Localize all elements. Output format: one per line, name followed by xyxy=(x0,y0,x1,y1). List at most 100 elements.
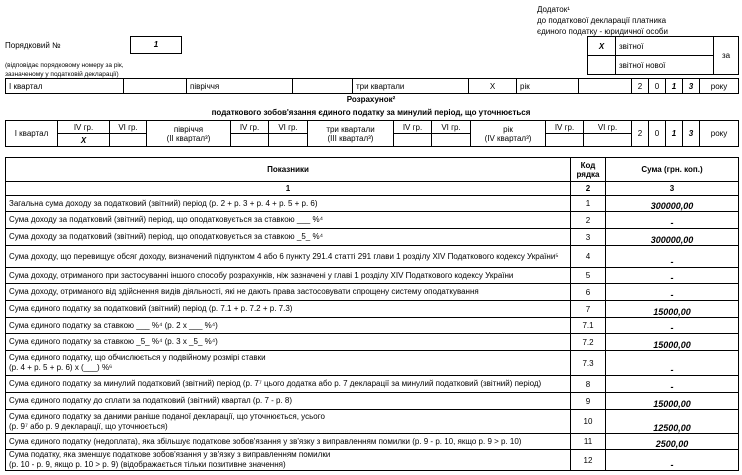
row-code: 6 xyxy=(570,283,606,301)
half-label: півріччя xyxy=(186,78,293,94)
header-code: Код рядка xyxy=(570,157,606,182)
cthree-g6-checkbox[interactable] xyxy=(431,133,471,147)
cyear-digit[interactable]: 1 xyxy=(665,120,683,147)
table-row: Сума доходу, що перевищує обсяг доходу, … xyxy=(5,245,739,268)
indicator-text: Сума єдиного податку, що обчислюється у … xyxy=(5,350,571,376)
indicator-text: Сума єдиного податку за ставкою _5_ %⁴ (… xyxy=(5,333,571,351)
indicator-text: Сума єдиного податку до сплати за податк… xyxy=(5,392,571,410)
row-sum[interactable]: - xyxy=(605,283,739,301)
cq1-g6-checkbox[interactable] xyxy=(109,133,147,147)
indicator-text: Сума доходу за податковий (звітний) пері… xyxy=(5,211,571,229)
indicator-text: Сума єдиного податку за минулий податков… xyxy=(5,375,571,393)
cyear-word: року xyxy=(699,120,739,147)
chalf-g4-checkbox[interactable] xyxy=(230,133,269,147)
cthree-g4-label: IV гр. xyxy=(393,120,432,134)
row-code: 8 xyxy=(570,375,606,393)
cq1-g4-checkbox[interactable]: X xyxy=(57,133,110,147)
header-sum: Сума (грн. коп.) xyxy=(605,157,739,182)
chalf-g6-checkbox[interactable] xyxy=(268,133,308,147)
cyear-line1: рік xyxy=(503,124,513,134)
row-sum[interactable]: - xyxy=(605,267,739,284)
table-row: Сума доходу за податковий (звітний) пері… xyxy=(5,228,739,246)
col-num: 1 xyxy=(5,181,571,196)
row-sum[interactable]: 12500,00 xyxy=(605,409,739,434)
table-row: Сума єдиного податку за ставкою _5_ %⁴ (… xyxy=(5,333,739,351)
indicator-text: Загальна сума доходу за податковий (звіт… xyxy=(5,195,571,212)
header-indicators: Показники xyxy=(5,157,571,182)
row-sum[interactable]: 15000,00 xyxy=(605,333,739,351)
q1-label: I квартал xyxy=(5,78,124,94)
cyear-digit[interactable]: 0 xyxy=(648,120,666,147)
row-sum[interactable]: - xyxy=(605,317,739,334)
cthree-line2: (III квартал³) xyxy=(327,133,374,143)
appendix-title: Додаток¹ xyxy=(537,5,570,14)
year-label: рік xyxy=(516,78,579,94)
row-sum[interactable]: 2500,00 xyxy=(605,433,739,450)
row-sum[interactable]: - xyxy=(605,245,739,268)
appendix-line3: єдиного податку - юридичної особи xyxy=(537,27,668,36)
reporting-new-checkbox[interactable] xyxy=(587,55,616,75)
year-digit[interactable]: 1 xyxy=(665,78,683,94)
row-code: 7.1 xyxy=(570,317,606,334)
cyear-g6-checkbox[interactable] xyxy=(583,133,632,147)
table-row: Сума доходу, отриманого при застосуванні… xyxy=(5,267,739,284)
cyear-g4-checkbox[interactable] xyxy=(545,133,584,147)
three-q-checkbox[interactable]: X xyxy=(468,78,517,94)
row-sum[interactable]: 15000,00 xyxy=(605,392,739,410)
indicator-text: Сума єдиного податку за ставкою ___ %⁴ (… xyxy=(5,317,571,334)
cyear-digit[interactable]: 3 xyxy=(682,120,700,147)
year-digit[interactable]: 0 xyxy=(648,78,666,94)
cyear-digit[interactable]: 2 xyxy=(631,120,649,147)
q1-checkbox[interactable] xyxy=(123,78,187,94)
cthree-line1: три квартали xyxy=(326,124,375,134)
cthree-g4-checkbox[interactable] xyxy=(393,133,432,147)
for-label: за xyxy=(713,36,739,75)
cyear-line2: (IV квартал³) xyxy=(484,133,532,143)
indicator-text: Сума доходу, отриманого при застосуванні… xyxy=(5,267,571,284)
table-row: Сума єдиного податку за даними раніше по… xyxy=(5,409,739,434)
row-sum[interactable]: 300000,00 xyxy=(605,195,739,212)
indicator-text: Сума єдиного податку за податковий (звіт… xyxy=(5,300,571,318)
table-row: Сума єдиного податку, що обчислюється у … xyxy=(5,350,739,376)
year-word: року xyxy=(699,78,739,94)
chalf-line2: (II квартал³) xyxy=(166,133,211,143)
reporting-new-label: звітної нової xyxy=(615,55,714,75)
indicator-text: Сума доходу, отриманого від здійснення в… xyxy=(5,283,571,301)
row-code: 9 xyxy=(570,392,606,410)
table-row: Сума єдиного податку до сплати за податк… xyxy=(5,392,739,410)
chalf-label: півріччя (II квартал³) xyxy=(146,120,231,147)
indicator-text: Сума податку, яка зменшує податкове зобо… xyxy=(5,449,571,471)
reporting-checkbox[interactable]: X xyxy=(587,36,616,56)
row-sum[interactable]: 15000,00 xyxy=(605,300,739,318)
row-sum[interactable]: - xyxy=(605,211,739,229)
cq1-label: I квартал xyxy=(5,120,58,147)
three-q-label: три квартали xyxy=(352,78,469,94)
table-row: Сума єдиного податку за минулий податков… xyxy=(5,375,739,393)
row-sum[interactable]: - xyxy=(605,375,739,393)
half-checkbox[interactable] xyxy=(292,78,353,94)
indicator-text: Сума єдиного податку за даними раніше по… xyxy=(5,409,571,434)
reporting-label: звітної xyxy=(615,36,714,56)
table-row: Сума доходу, отриманого від здійснення в… xyxy=(5,283,739,301)
row-sum[interactable]: 300000,00 xyxy=(605,228,739,246)
row-code: 7.2 xyxy=(570,333,606,351)
year-digit[interactable]: 3 xyxy=(682,78,700,94)
row-sum[interactable]: - xyxy=(605,350,739,376)
row-code: 3 xyxy=(570,228,606,246)
indicator-text: Сума доходу за податковий (звітний) пері… xyxy=(5,228,571,246)
year-digit[interactable]: 2 xyxy=(631,78,649,94)
cthree-g6-label: VI гр. xyxy=(431,120,471,134)
row-code: 2 xyxy=(570,211,606,229)
row-sum[interactable]: - xyxy=(605,449,739,471)
calc-subtitle: податкового зобов'язання єдиного податку… xyxy=(211,108,531,117)
cq1-g6-label: VI гр. xyxy=(109,120,147,134)
appendix-line2: до податкової декларації платника xyxy=(537,16,667,25)
cq1-g4-label: IV гр. xyxy=(57,120,110,134)
year-checkbox[interactable] xyxy=(578,78,632,94)
table-row: Сума єдиного податку (недоплата), яка зб… xyxy=(5,433,739,450)
serial-number-field[interactable]: 1 xyxy=(130,36,182,54)
row-code: 7 xyxy=(570,300,606,318)
